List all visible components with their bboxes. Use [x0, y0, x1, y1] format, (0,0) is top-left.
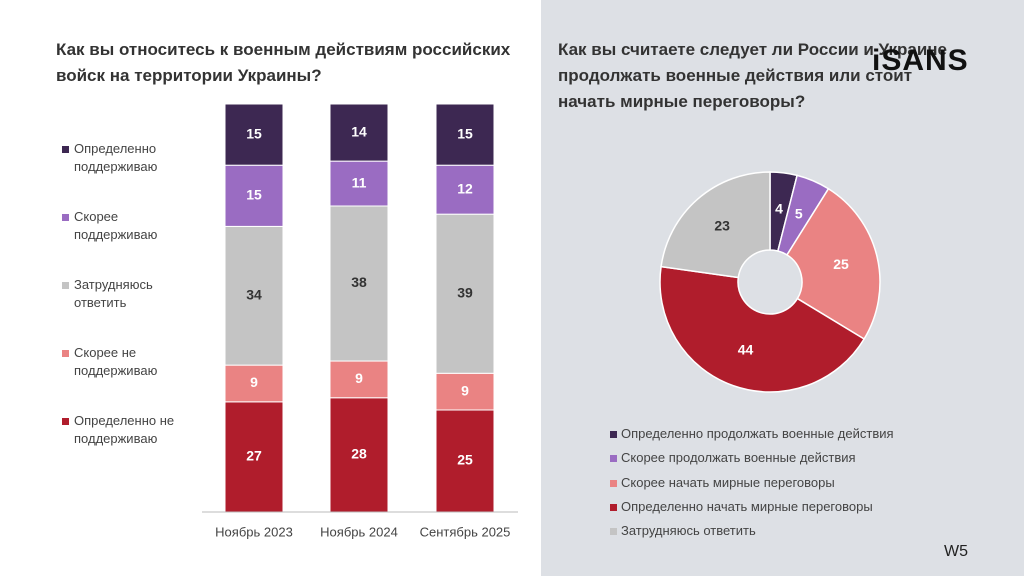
- legend-swatch: [62, 350, 69, 357]
- bar-segment: [329, 103, 389, 162]
- legend-swatch: [62, 146, 69, 153]
- data-label: 23: [714, 218, 730, 234]
- data-label: 15: [246, 187, 262, 203]
- legend-label: Определенно продолжать военные действия: [621, 426, 894, 441]
- bar-segment: [329, 160, 389, 207]
- legend-label: Определенно не поддерживаю: [74, 413, 175, 446]
- legend-swatch: [610, 431, 617, 438]
- x-tick-label: Ноябрь 2023: [215, 524, 293, 539]
- data-label: 9: [461, 382, 469, 398]
- legend-swatch: [610, 528, 617, 536]
- legend-label: Определенно поддерживаю: [74, 141, 158, 174]
- legend-label: Затрудняюсь ответить: [621, 523, 756, 539]
- data-label: 25: [457, 452, 473, 468]
- legend-label: Скорее продолжать военные действия: [621, 450, 856, 466]
- data-label: 25: [833, 256, 849, 272]
- slide-label: W5: [944, 543, 968, 560]
- legend-swatch: [62, 214, 69, 221]
- donut-chart-title: Как вы считаете следует ли России и Укра…: [558, 40, 948, 111]
- data-label: 38: [351, 274, 367, 290]
- legend-label: Скорее начать мирные переговоры: [621, 474, 835, 490]
- data-label: 4: [775, 200, 783, 216]
- bar-segment: [329, 205, 389, 362]
- legend-label: Скорее поддерживаю: [74, 209, 158, 242]
- data-label: 28: [351, 446, 367, 462]
- data-label: 34: [246, 286, 262, 302]
- legend-label: Затрудняюсь ответить: [74, 277, 153, 310]
- bar-segment: [435, 164, 495, 215]
- data-label: 11: [352, 174, 367, 190]
- legend-swatch: [62, 418, 69, 425]
- legend-swatch: [610, 455, 617, 463]
- bar-segment: [435, 103, 495, 166]
- legend-swatch: [610, 503, 617, 511]
- bar-segment: [224, 364, 284, 403]
- data-label: 44: [738, 341, 754, 357]
- donut-slice: [785, 187, 881, 340]
- bar-segment: [435, 213, 495, 374]
- legend-label: Скорее не поддерживаю: [74, 345, 158, 378]
- bar-chart-title: Как вы относитесь к военным действиям ро…: [56, 40, 511, 85]
- data-label: 9: [355, 370, 363, 386]
- bar-segment: [435, 372, 495, 411]
- legend-label: Определенно начать мирные переговоры: [621, 498, 873, 514]
- data-label: 5: [795, 206, 803, 222]
- data-label: 14: [351, 123, 367, 139]
- legend-swatch: [62, 282, 69, 289]
- right-panel: [541, 0, 1024, 576]
- logo: iSANS: [872, 44, 969, 77]
- data-label: 27: [246, 448, 262, 464]
- bar-segment: [224, 103, 284, 166]
- data-label: 39: [457, 284, 473, 300]
- donut-slice: [660, 171, 771, 279]
- data-label: 9: [250, 374, 258, 390]
- x-tick-label: Ноябрь 2024: [320, 524, 398, 539]
- data-label: 15: [246, 125, 262, 141]
- legend-swatch: [610, 479, 617, 487]
- x-tick-label: Сентябрь 2025: [420, 524, 511, 539]
- bar-segment: [435, 409, 495, 513]
- donut-slice: [659, 265, 866, 393]
- data-label: 15: [457, 125, 473, 141]
- data-label: 12: [457, 180, 473, 196]
